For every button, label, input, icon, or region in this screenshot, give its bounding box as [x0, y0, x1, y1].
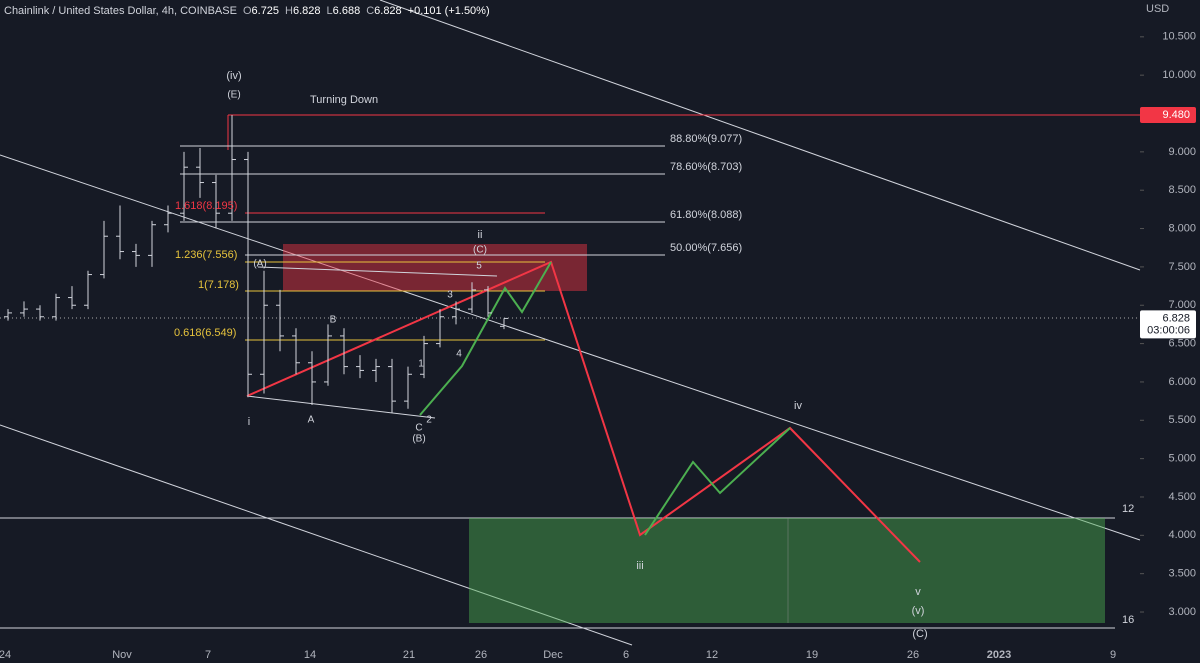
header: Chainlink / United States Dollar, 4h, CO…: [4, 5, 490, 17]
wave-label: v: [915, 586, 921, 598]
fib-label: 0.618(6.549): [174, 327, 236, 339]
y-tick-label: 10.500: [1162, 31, 1196, 43]
price-label: 6.828: [1162, 312, 1190, 324]
x-tick-label: 2023: [987, 649, 1011, 661]
channel-line: [0, 154, 1141, 541]
wave-label: 4: [456, 349, 462, 360]
fib-label: 88.80%(9.077): [670, 133, 742, 145]
x-tick-label: Dec: [543, 649, 563, 661]
x-tick-label: 21: [403, 649, 415, 661]
y-tick-label: 4.000: [1168, 529, 1196, 541]
wave-label: (B): [412, 434, 425, 445]
wave-label: 1: [418, 359, 424, 370]
x-tick-label: 26: [907, 649, 919, 661]
wave-label: (C): [912, 628, 927, 640]
header-field: C: [366, 5, 374, 17]
y-tick-label: 8.000: [1168, 222, 1196, 234]
wave-label: (C): [473, 245, 487, 256]
wave-label: 3: [447, 290, 453, 301]
headline: Turning Down: [310, 94, 378, 106]
x-tick-label: 12: [706, 649, 718, 661]
channel-line: [379, 0, 1141, 271]
fib-label: 1.618(8.195): [175, 200, 237, 212]
wave-label: B: [330, 315, 337, 326]
projection-path: [644, 427, 791, 536]
cut-label: 16: [1122, 614, 1134, 626]
price-label: 9.480: [1162, 109, 1190, 121]
cut-label: 12: [1122, 503, 1134, 515]
resistance-zone: [283, 244, 587, 291]
target-zone: [469, 518, 1105, 623]
wave-label: i: [248, 416, 250, 428]
wave-label: (E): [227, 90, 240, 101]
wave-label: (A): [253, 259, 266, 270]
symbol: Chainlink / United States Dollar, 4h, CO…: [4, 5, 237, 17]
header-field: +0.101 (+1.50%): [408, 5, 490, 17]
wave-label: 2: [426, 415, 432, 426]
wave-label: (iv): [226, 70, 241, 82]
wave-label: A: [308, 415, 315, 426]
y-tick-label: 8.500: [1168, 184, 1196, 196]
y-tick-label: 6.500: [1168, 337, 1196, 349]
header-field: 6.688: [333, 5, 361, 17]
wave-label: ii: [478, 229, 483, 241]
x-tick-label: 26: [475, 649, 487, 661]
countdown: 03:00:06: [1147, 324, 1190, 336]
y-tick-label: 5.000: [1168, 453, 1196, 465]
projection-path: [246, 260, 921, 563]
x-tick-label: 24: [0, 649, 11, 661]
fib-label: 1.236(7.556): [175, 249, 237, 261]
x-tick-label: 7: [205, 649, 211, 661]
y-tick-label: 5.500: [1168, 414, 1196, 426]
header-field: O: [243, 5, 252, 17]
fib-label: 1(7.178): [198, 279, 239, 291]
wave-label: iv: [794, 400, 802, 412]
wave-label: iii: [636, 560, 643, 572]
price-label-bg: [1140, 107, 1196, 124]
wave-label: (v): [912, 605, 925, 617]
header-field: 6.725: [252, 5, 280, 17]
trend-line: [246, 395, 436, 419]
header-field: L: [327, 5, 333, 17]
x-tick-label: 19: [806, 649, 818, 661]
y-tick-label: 7.500: [1168, 261, 1196, 273]
wave-label: 5: [476, 261, 482, 272]
y-tick-label: 3.500: [1168, 568, 1196, 580]
fib-label: 78.60%(8.703): [670, 161, 742, 173]
y-tick-label: 3.000: [1168, 606, 1196, 618]
currency: USD: [1146, 3, 1169, 15]
y-tick-label: 10.000: [1162, 69, 1196, 81]
header-field: 6.828: [374, 5, 402, 17]
x-tick-label: 6: [623, 649, 629, 661]
y-tick-label: 9.000: [1168, 146, 1196, 158]
y-tick-label: 4.500: [1168, 491, 1196, 503]
fib-label: 50.00%(7.656): [670, 242, 742, 254]
projection-path: [419, 261, 552, 416]
x-tick-label: Nov: [112, 649, 132, 661]
y-tick-label: 6.000: [1168, 376, 1196, 388]
x-tick-label: 9: [1110, 649, 1116, 661]
fib-label: 61.80%(8.088): [670, 209, 742, 221]
header-field: 6.828: [293, 5, 321, 17]
wave-label: C: [415, 423, 422, 434]
x-tick-label: 14: [304, 649, 316, 661]
trend-line: [257, 266, 498, 277]
price-label-bg: [1140, 310, 1196, 339]
y-tick-label: 7.000: [1168, 299, 1196, 311]
header-field: H: [285, 5, 293, 17]
channel-line: [0, 424, 633, 646]
